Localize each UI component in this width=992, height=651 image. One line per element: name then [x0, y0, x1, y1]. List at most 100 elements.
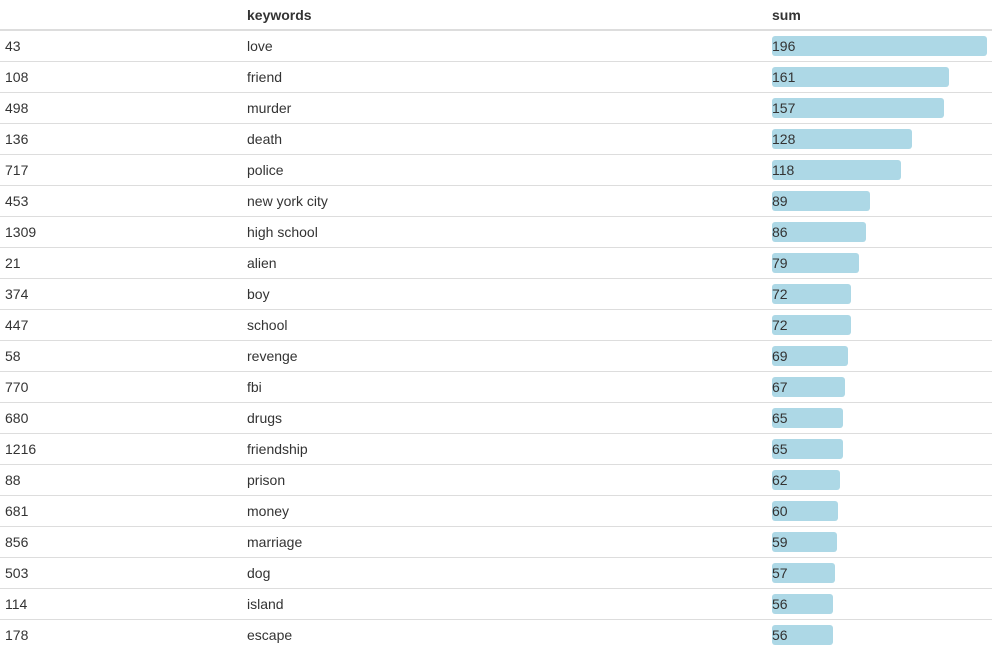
sum-value: 128 — [772, 131, 796, 147]
sum-bar: 60 — [772, 501, 838, 521]
row-index: 136 — [0, 123, 242, 155]
table-row: 114 island 56 — [0, 588, 992, 620]
row-keyword: money — [242, 495, 767, 527]
row-index: 770 — [0, 371, 242, 403]
sum-bar: 89 — [772, 191, 870, 211]
row-index: 108 — [0, 61, 242, 93]
table-row: 856 marriage 59 — [0, 526, 992, 558]
sum-bar: 72 — [772, 284, 851, 304]
header-index[interactable] — [0, 0, 242, 31]
row-index: 856 — [0, 526, 242, 558]
row-index: 498 — [0, 92, 242, 124]
table-header: keywords sum — [0, 0, 992, 31]
row-sum-cell: 72 — [767, 278, 992, 310]
table-row: 1309 high school 86 — [0, 216, 992, 248]
row-index: 453 — [0, 185, 242, 217]
row-index: 114 — [0, 588, 242, 620]
header-sum[interactable]: sum — [767, 0, 992, 31]
sum-value: 57 — [772, 565, 788, 581]
sum-value: 65 — [772, 441, 788, 457]
sum-value: 86 — [772, 224, 788, 240]
sum-bar: 56 — [772, 594, 833, 614]
row-index: 447 — [0, 309, 242, 341]
row-index: 178 — [0, 619, 242, 650]
sum-bar: 118 — [772, 160, 901, 180]
sum-bar: 86 — [772, 222, 866, 242]
row-sum-cell: 62 — [767, 464, 992, 496]
table-body: 43 love 196 108 friend 161 498 murder 157 136 deat… — [0, 30, 992, 650]
row-keyword: friend — [242, 61, 767, 93]
sum-value: 157 — [772, 100, 796, 116]
row-keyword: death — [242, 123, 767, 155]
row-keyword: escape — [242, 619, 767, 650]
sum-value: 72 — [772, 317, 788, 333]
row-keyword: alien — [242, 247, 767, 279]
row-sum-cell: 161 — [767, 61, 992, 93]
row-index: 680 — [0, 402, 242, 434]
row-sum-cell: 65 — [767, 433, 992, 465]
row-sum-cell: 89 — [767, 185, 992, 217]
row-sum-cell: 72 — [767, 309, 992, 341]
row-keyword: love — [247, 38, 273, 54]
row-sum-cell: 118 — [767, 154, 992, 186]
table-row: 717 police 118 — [0, 154, 992, 186]
row-keyword: drugs — [242, 402, 767, 434]
table-row: 43 love 196 — [0, 30, 992, 62]
sum-value: 72 — [772, 286, 788, 302]
sum-bar: 128 — [772, 129, 912, 149]
row-sum-cell: 56 — [767, 619, 992, 650]
row-sum-cell: 196 — [767, 30, 992, 62]
row-index: 58 — [0, 340, 242, 372]
row-sum-cell: 57 — [767, 557, 992, 589]
row-sum-cell: 79 — [767, 247, 992, 279]
header-row: keywords sum — [0, 0, 992, 31]
row-index: 681 — [0, 495, 242, 527]
sum-bar: 79 — [772, 253, 859, 273]
table-row: 136 death 128 — [0, 123, 992, 155]
sum-bar: 65 — [772, 408, 843, 428]
sum-bar: 59 — [772, 532, 837, 552]
row-index: 374 — [0, 278, 242, 310]
row-index: 43 — [5, 38, 21, 54]
row-keyword: new york city — [242, 185, 767, 217]
table-row: 498 murder 157 — [0, 92, 992, 124]
table-row: 21 alien 79 — [0, 247, 992, 279]
row-keyword: friendship — [242, 433, 767, 465]
row-keyword: police — [242, 154, 767, 186]
sum-bar: 56 — [772, 625, 833, 645]
table-row: 447 school 72 — [0, 309, 992, 341]
row-index: 717 — [0, 154, 242, 186]
table-row: 453 new york city 89 — [0, 185, 992, 217]
row-keyword: revenge — [242, 340, 767, 372]
row-keyword: fbi — [242, 371, 767, 403]
table-row: 58 revenge 69 — [0, 340, 992, 372]
sum-bar: 62 — [772, 470, 840, 490]
table-row: 178 escape 56 — [0, 619, 992, 650]
sum-value: 56 — [772, 627, 788, 643]
row-keyword: marriage — [242, 526, 767, 558]
row-sum-cell: 59 — [767, 526, 992, 558]
sum-bar: 72 — [772, 315, 851, 335]
table-row: 88 prison 62 — [0, 464, 992, 496]
sum-bar: 67 — [772, 377, 845, 397]
row-keyword: island — [242, 588, 767, 620]
sum-value: 161 — [772, 69, 796, 85]
table-row: 680 drugs 65 — [0, 402, 992, 434]
sum-value: 118 — [772, 162, 795, 178]
row-keyword: murder — [242, 92, 767, 124]
sum-value: 62 — [772, 472, 788, 488]
row-index: 1216 — [0, 433, 242, 465]
row-sum-cell: 67 — [767, 371, 992, 403]
sum-value: 59 — [772, 534, 788, 550]
header-keywords[interactable]: keywords — [242, 0, 767, 31]
sum-value: 65 — [772, 410, 788, 426]
row-keyword: prison — [242, 464, 767, 496]
row-keyword: school — [242, 309, 767, 341]
row-index: 21 — [0, 247, 242, 279]
table-row: 503 dog 57 — [0, 557, 992, 589]
sum-bar: 157 — [772, 98, 944, 118]
row-sum-cell: 128 — [767, 123, 992, 155]
row-sum-cell: 157 — [767, 92, 992, 124]
sum-value: 79 — [772, 255, 788, 271]
